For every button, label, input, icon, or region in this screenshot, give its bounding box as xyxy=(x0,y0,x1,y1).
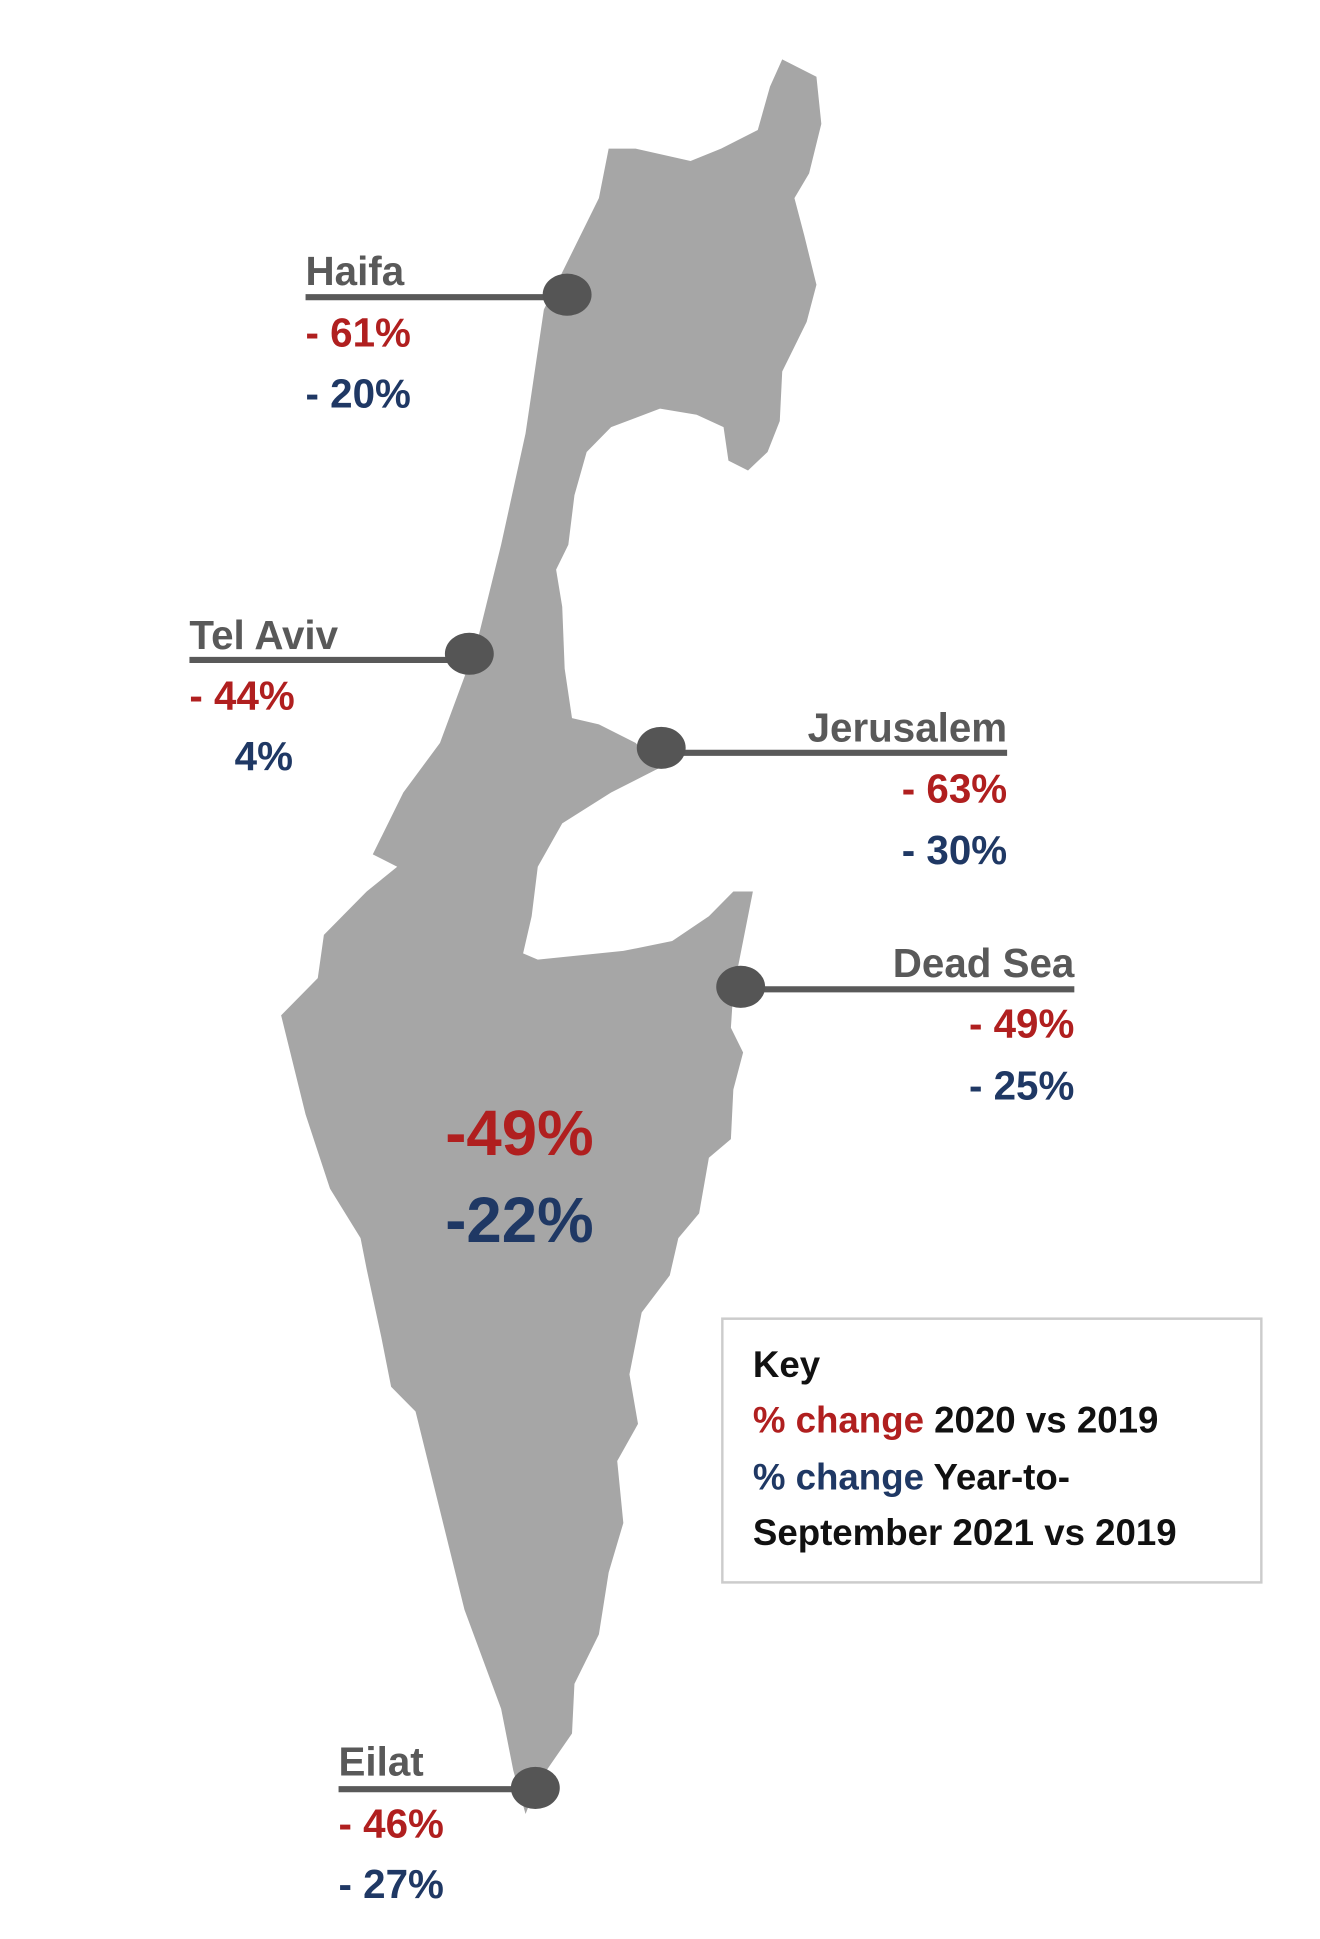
change-2021: - 20% xyxy=(306,370,411,416)
key-line-2021-cont: September 2021 vs 2019 xyxy=(753,1512,1177,1553)
change-2020: - 61% xyxy=(306,309,411,355)
city-dead-sea: Dead Sea - 49% - 25% xyxy=(716,940,1075,1109)
city-haifa: Haifa - 61% - 20% xyxy=(305,248,592,416)
city-eilat: Eilat - 46% - 27% xyxy=(339,1738,560,1907)
key-line-2021: % change Year-to- xyxy=(753,1456,1070,1497)
national-change-2020: -49% xyxy=(445,1097,593,1169)
change-2020: - 44% xyxy=(189,672,294,718)
change-2020: - 46% xyxy=(339,1800,444,1846)
city-name: Haifa xyxy=(306,248,405,294)
city-tel-aviv: Tel Aviv - 44% 4% xyxy=(189,612,494,779)
change-2021: - 27% xyxy=(339,1861,444,1907)
national-change-2021: -22% xyxy=(445,1184,593,1256)
change-2020: - 63% xyxy=(902,765,1007,811)
key-title: Key xyxy=(753,1344,821,1385)
change-2020: - 49% xyxy=(969,1000,1074,1046)
key-line-2020: % change 2020 vs 2019 xyxy=(753,1399,1158,1440)
change-2021: 4% xyxy=(235,733,293,779)
change-2021: - 25% xyxy=(969,1062,1074,1108)
location-marker xyxy=(716,965,766,1008)
location-marker xyxy=(636,726,686,769)
location-marker xyxy=(542,273,592,316)
change-2021: - 30% xyxy=(902,827,1007,873)
city-jerusalem: Jerusalem - 63% - 30% xyxy=(636,704,1007,873)
location-marker xyxy=(444,632,494,675)
city-name: Tel Aviv xyxy=(189,612,338,658)
city-name: Jerusalem xyxy=(808,704,1007,750)
city-name: Eilat xyxy=(339,1738,425,1784)
country-map-shape xyxy=(281,59,822,1814)
location-marker xyxy=(510,1766,560,1809)
legend-key: Key % change 2020 vs 2019 % change Year-… xyxy=(721,1317,1263,1584)
city-name: Dead Sea xyxy=(893,940,1075,986)
